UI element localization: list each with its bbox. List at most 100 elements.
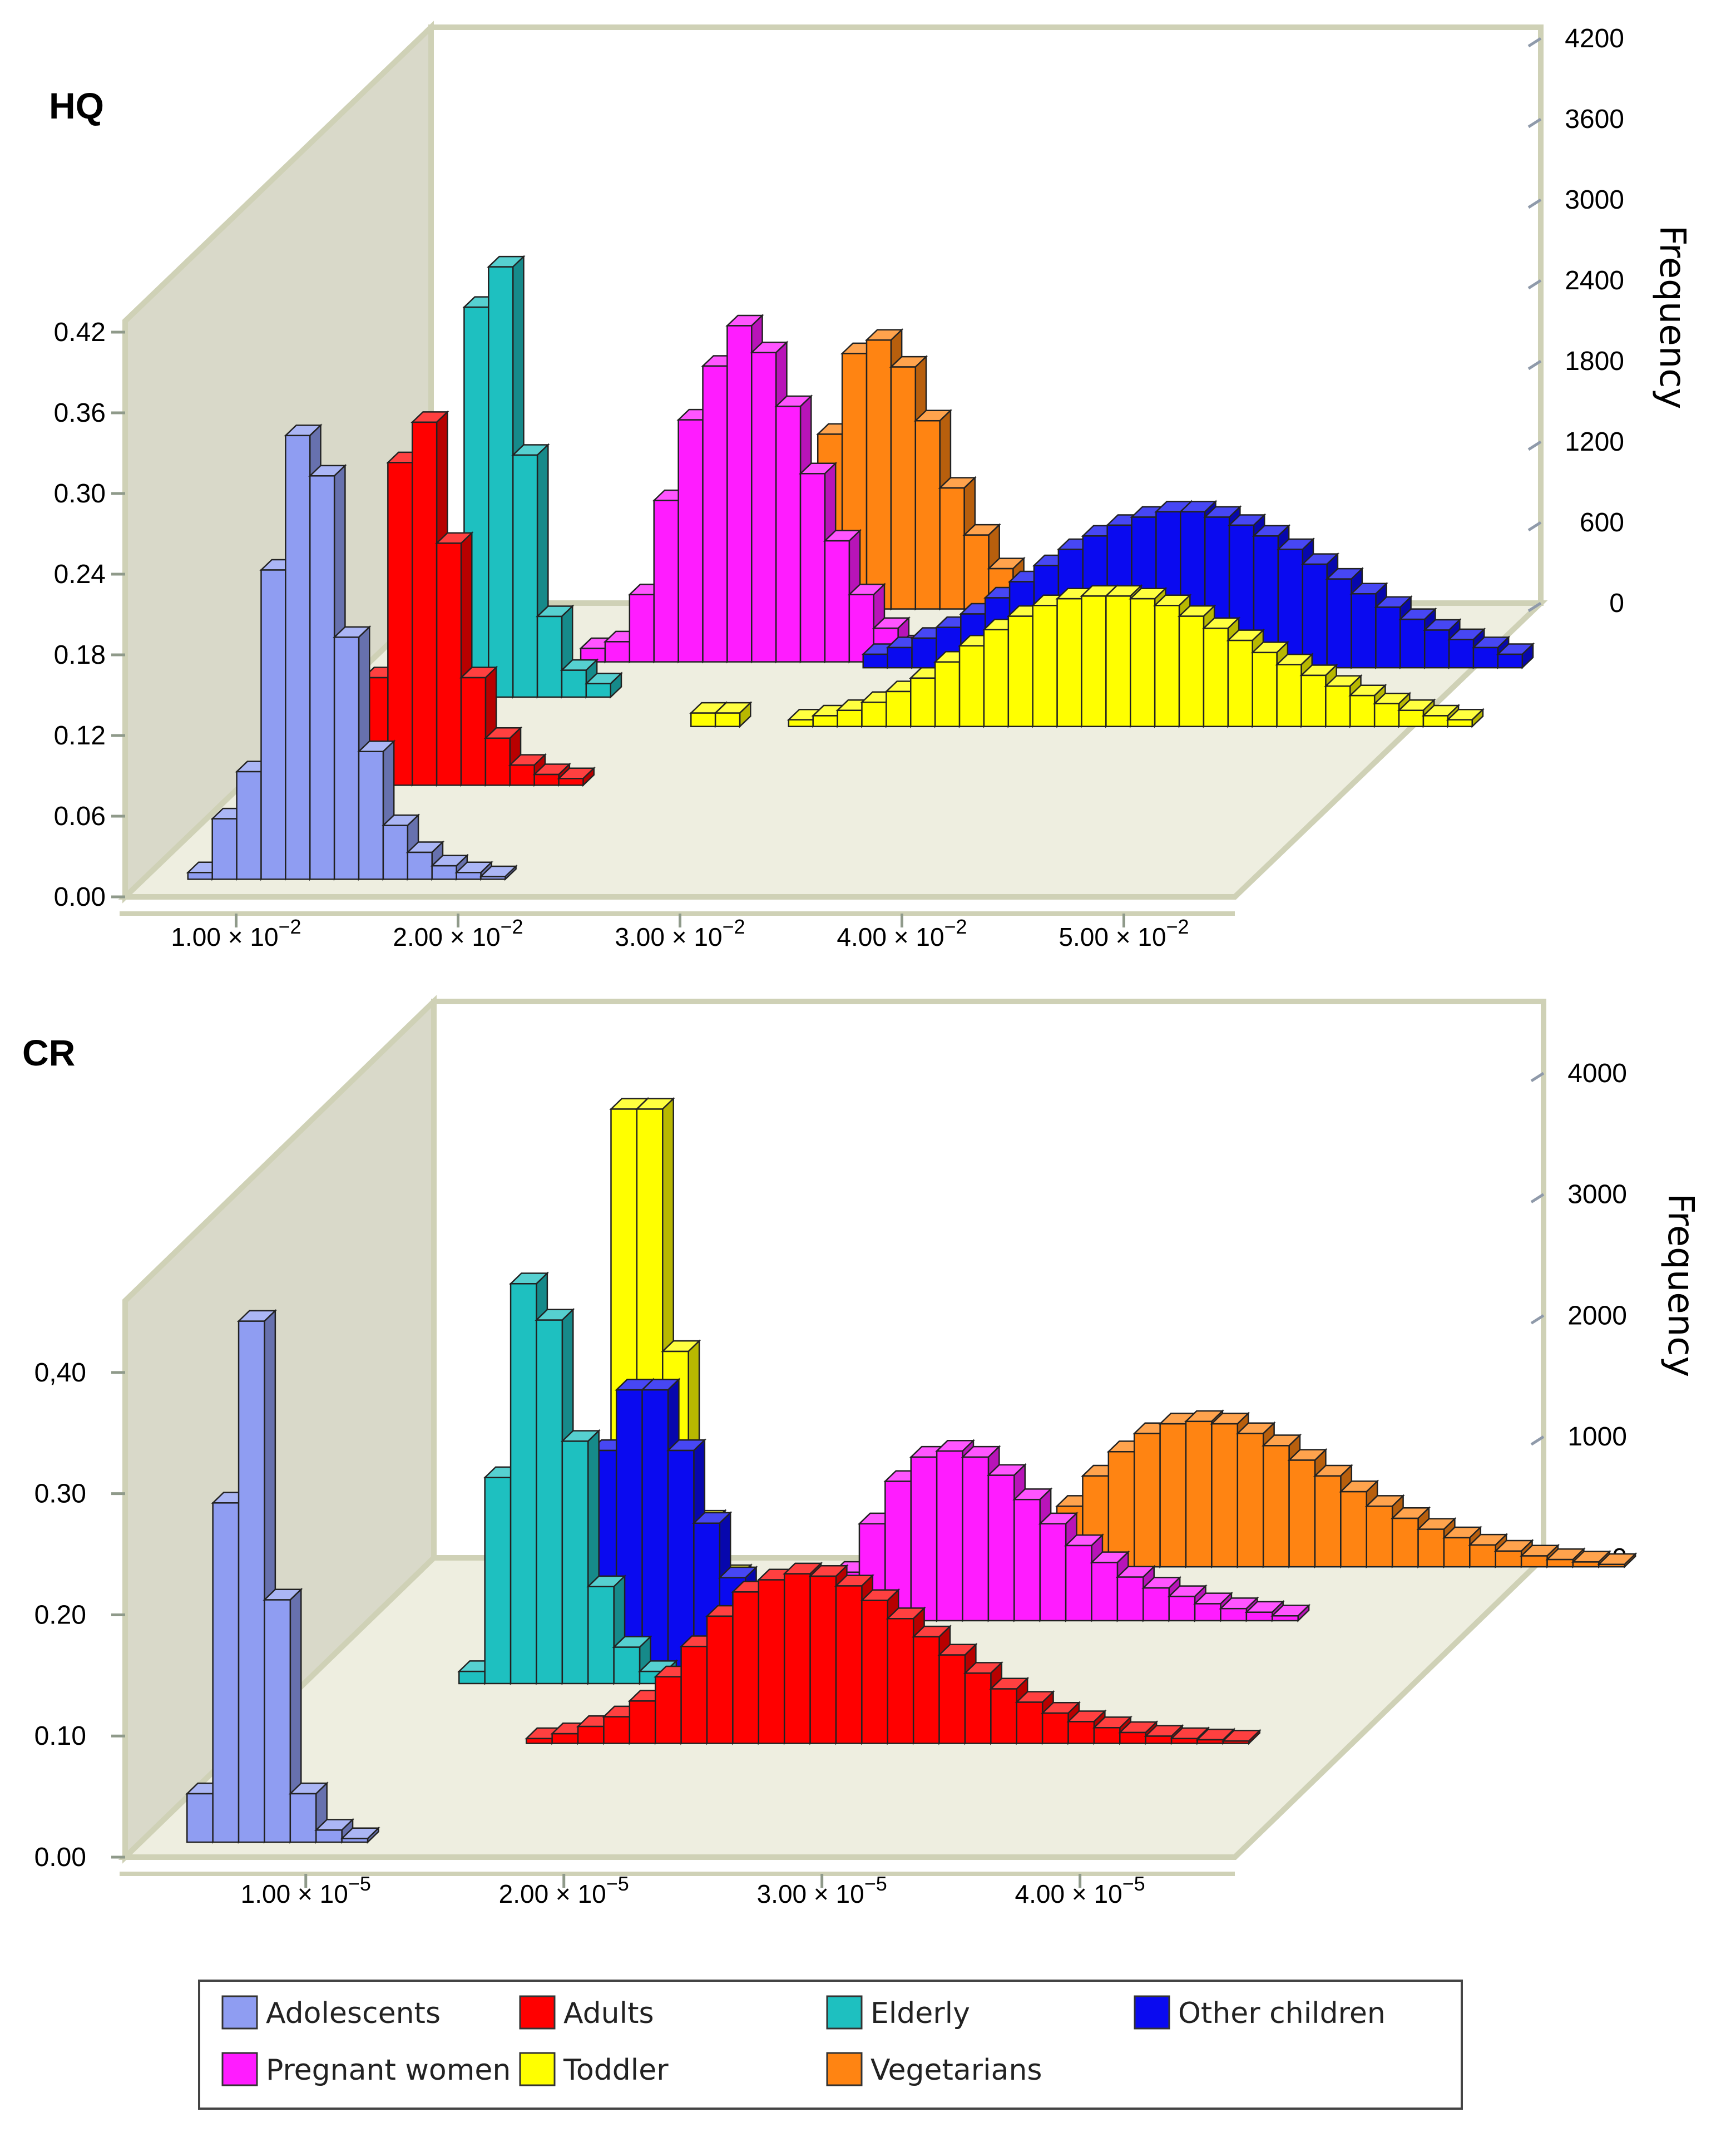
hq-y-tick-label: 0.42 (54, 318, 106, 347)
cr-freq-tick-mark (1530, 1072, 1545, 1082)
hq-y-tick-label: 0.18 (54, 640, 106, 670)
legend-swatch (519, 2052, 556, 2086)
series-vegetarians (1003, 1409, 1638, 1569)
legend-item-vegetarians: Vegetarians (826, 2052, 1042, 2087)
hq-y-tick-label: 0.30 (54, 479, 106, 509)
series-elderly (457, 1271, 704, 1685)
hq-freq-tick-label: 1800 (1565, 347, 1624, 376)
cr-freq-tick-label: 2000 (1567, 1301, 1627, 1330)
hq-probability-axis: 0.00 0.06 0.12 0.18 0.24 0.30 0.36 0.42 (54, 318, 127, 912)
legend-label: Pregnant women (266, 2054, 511, 2087)
legend-label: Adolescents (266, 1997, 441, 2030)
series-adults (337, 410, 596, 787)
hq-freq-tick-label: 3000 (1565, 185, 1624, 215)
legend-item-toddler: Toddler (519, 2052, 669, 2087)
hq-freq-tick-label: 4200 (1565, 24, 1624, 53)
legend-label: Other children (1178, 1997, 1386, 2030)
cr-y-tick-label: 0.00 (34, 1843, 86, 1872)
adolescents-bar (288, 1781, 329, 1844)
other-children-bar (1471, 635, 1511, 670)
hq-freq-tick-mark (1527, 279, 1542, 290)
pregnant-women-bar (1270, 1603, 1311, 1622)
hq-bars (186, 255, 1535, 881)
cr-freq-tick-mark (1530, 1435, 1545, 1446)
adolescents-bar (340, 1826, 380, 1844)
cr-bars (185, 1097, 1638, 1844)
cr-y-tick-label: 0.20 (34, 1600, 86, 1630)
adolescents-bar (479, 865, 518, 881)
hq-x-tick-label: 2.00 × 10−2 (393, 915, 523, 951)
series-adults (525, 1561, 1262, 1745)
legend-label: Adults (563, 1997, 654, 2030)
series-elderly (438, 255, 624, 699)
hq-freq-tick-label: 3600 (1565, 105, 1624, 134)
legend-swatch (519, 1995, 556, 2030)
hq-freq-tick-mark (1527, 198, 1542, 209)
series-adolescents (186, 423, 518, 881)
hq-panel-title: HQ (49, 85, 104, 126)
hq-freq-tick-mark (1527, 117, 1542, 129)
cr-freq-tick-label: 3000 (1567, 1180, 1627, 1210)
cr-x-tick-label: 3.00 × 10−5 (757, 1872, 887, 1908)
cr-freq-tick-label: 4000 (1567, 1059, 1627, 1088)
hq-y-tick-label: 0.12 (54, 721, 106, 751)
adults-bar (1221, 1729, 1262, 1745)
other-children-bar (1496, 642, 1535, 670)
elderly-bar (584, 672, 624, 699)
cr-panel: CR Frequency 0.000.100.200.300,400100020… (22, 995, 1701, 1908)
hq-freq-tick-mark (1527, 440, 1542, 451)
hq-x-axis: 1.00 × 10−2 2.00 × 10−2 3.00 × 10−2 4.00 × … (120, 911, 1235, 951)
cr-x-tick-label: 1.00 × 10−5 (241, 1872, 371, 1908)
adolescents-bar (263, 1587, 303, 1844)
legend-label: Elderly (871, 1997, 970, 2030)
hq-freq-tick-mark (1527, 359, 1542, 371)
hq-y-tick-label: 0.00 (54, 882, 106, 912)
hq-x-tick-label: 1.00 × 10−2 (171, 915, 301, 951)
hq-x-tick-label: 4.00 × 10−2 (837, 915, 967, 951)
legend-swatch (1134, 1995, 1170, 2030)
hq-freq-tick-label: 2400 (1565, 266, 1624, 295)
legend: Adolescents Adults Elderly Other children Pr… (198, 1980, 1463, 2110)
legend-item-elderly: Elderly (826, 1995, 970, 2030)
hq-y-tick-label: 0.06 (54, 802, 106, 831)
cr-panel-title: CR (22, 1032, 75, 1073)
hq-y-tick-label: 0.24 (54, 560, 106, 589)
hq-y-tick-label: 0.36 (54, 398, 106, 428)
hq-x-tick-label: 3.00 × 10−2 (615, 915, 745, 951)
hq-freq-tick-label: 600 (1580, 508, 1624, 537)
hq-freq-tick-label: 0 (1609, 589, 1624, 618)
legend-swatch (826, 1995, 863, 2030)
adults-bar (557, 766, 596, 787)
toddler-bar (714, 701, 753, 728)
legend-label: Toddler (563, 2054, 669, 2087)
hq-freq-tick-mark (1527, 521, 1542, 532)
cr-probability-axis: 0.00 0.10 0.20 0.30 0,40 (34, 1312, 127, 1872)
pregnant-women-bar (847, 583, 887, 664)
hq-frequency-axis-title: Frequency (1651, 225, 1693, 409)
hq-panel: HQ Frequency 0.00 0.06 0.12 0.18 0.24 0.30 0.3… (49, 21, 1693, 951)
adults-bar (1092, 1715, 1132, 1745)
vegetarians-bar (1597, 1552, 1638, 1569)
pregnant-women-bar (1244, 1600, 1285, 1622)
vegetarians-bar (1468, 1533, 1509, 1569)
hq-x-tick-label: 5.00 × 10−2 (1059, 915, 1189, 951)
toddler-bar (1446, 708, 1485, 728)
elderly-bar (612, 1635, 652, 1685)
legend-item-other-children: Other children (1134, 1995, 1386, 2030)
series-toddler (689, 584, 1485, 728)
cr-x-tick-label: 4.00 × 10−5 (1015, 1872, 1145, 1908)
elderly-bar (511, 443, 550, 699)
cr-y-tick-label: 0.10 (34, 1721, 86, 1751)
legend-swatch (826, 2052, 863, 2086)
cr-x-tick-label: 2.00 × 10−5 (499, 1872, 629, 1908)
cr-y-tick-label: 0,40 (34, 1358, 86, 1388)
legend-swatch (221, 1995, 258, 2030)
vegetarians-bar (962, 523, 1001, 611)
hq-freq-tick-label: 1200 (1565, 427, 1624, 457)
series-adolescents (185, 1309, 380, 1844)
hq-frequency-axis: 0 600 1200 1800 2400 3000 3600 4200 (1527, 24, 1624, 618)
cr-freq-tick-label: 1000 (1567, 1422, 1627, 1452)
legend-item-adolescents: Adolescents (221, 1995, 441, 2030)
vegetarians-bar (1520, 1543, 1560, 1569)
